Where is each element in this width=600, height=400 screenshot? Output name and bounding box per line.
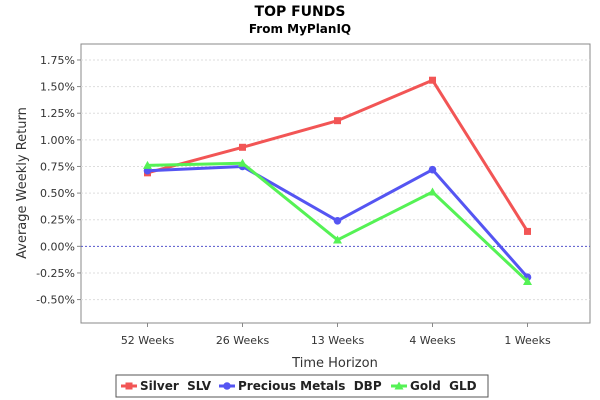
series-2	[143, 158, 532, 285]
chart-subtitle: From MyPlanIQ	[249, 22, 351, 36]
y-tick-label: 1.00%	[40, 134, 75, 147]
legend-label: Silver SLV	[140, 379, 212, 393]
data-point	[334, 117, 341, 125]
data-point	[143, 160, 152, 169]
legend-item: Silver SLV	[121, 379, 212, 393]
x-tick-label: 26 Weeks	[216, 334, 270, 347]
x-tick-label: 13 Weeks	[311, 334, 365, 347]
x-axis-ticks: 52 Weeks 26 Weeks 13 Weeks 4 Weeks 1 Weeks	[121, 323, 551, 347]
y-tick-label: 1.75%	[40, 54, 75, 67]
data-point	[333, 235, 342, 244]
plot-area	[80, 43, 591, 324]
series-group	[143, 76, 532, 285]
data-point	[523, 276, 532, 285]
data-point	[239, 143, 246, 151]
y-tick-label: 0.50%	[40, 187, 75, 200]
x-tick-label: 52 Weeks	[121, 334, 175, 347]
legend-item: Gold GLD	[391, 379, 477, 393]
y-tick-label: 0.25%	[40, 214, 75, 227]
data-point	[428, 187, 437, 196]
legend-label: Precious Metals DBP	[238, 379, 382, 393]
y-tick-label: 0.75%	[40, 160, 75, 173]
y-tick-label: 1.25%	[40, 107, 75, 120]
legend: Silver SLV Precious Metals DBP Gold GLD	[121, 379, 477, 393]
legend-item: Precious Metals DBP	[219, 379, 382, 393]
legend-marker	[394, 381, 404, 390]
y-axis-label: Average Weekly Return	[15, 107, 30, 259]
chart-title: TOP FUNDS	[255, 4, 346, 20]
data-point	[428, 165, 437, 174]
data-point	[429, 76, 436, 84]
data-point	[238, 158, 247, 167]
data-point	[333, 216, 342, 225]
y-tick-label: 0.00%	[40, 240, 75, 253]
y-tick-label: 1.50%	[40, 81, 75, 94]
data-point	[524, 227, 531, 235]
legend-marker	[223, 382, 231, 390]
y-tick-label: -0.50%	[36, 294, 75, 307]
x-tick-label: 1 Weeks	[504, 334, 551, 347]
legend-marker	[125, 382, 133, 390]
x-tick-label: 4 Weeks	[409, 334, 456, 347]
y-tick-label: -0.25%	[36, 267, 75, 280]
legend-label: Gold GLD	[410, 379, 477, 393]
y-axis-ticks: -0.50% -0.25% 0.00% 0.25% 0.50% 0.75% 1.00% 1.2…	[36, 54, 81, 307]
x-axis-label: Time Horizon	[291, 356, 378, 371]
legend-box	[115, 374, 489, 398]
